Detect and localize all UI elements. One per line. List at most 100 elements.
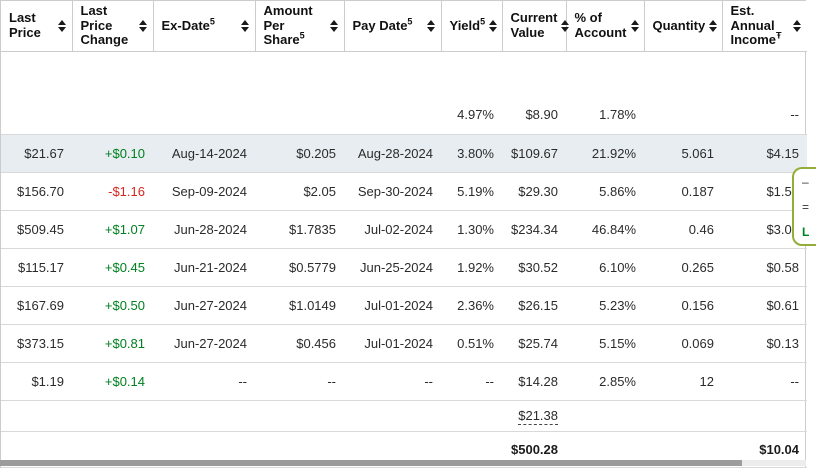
cell-value: Aug-28-2024 bbox=[357, 145, 433, 161]
cell-value: $500.28 bbox=[511, 441, 558, 457]
cell-value: $30.52 bbox=[518, 259, 558, 275]
sort-icon[interactable] bbox=[425, 18, 437, 34]
cell-pct-of-account: 21.92% bbox=[566, 134, 644, 173]
cell-value: Jul-02-2024 bbox=[364, 221, 433, 237]
cell-value: $2.05 bbox=[303, 183, 336, 199]
cell-value: $26.15 bbox=[518, 297, 558, 313]
position-row[interactable]: $156.70 -$1.16 Sep-09-2024 $2.05 Sep-30-2024… bbox=[1, 172, 807, 211]
col-header-quantity[interactable]: Quantity bbox=[644, 1, 723, 52]
cell-yield: 5.19% bbox=[441, 172, 502, 211]
cell-value: +$0.50 bbox=[104, 297, 145, 313]
cell-pct-of-account bbox=[566, 400, 644, 432]
cell-value: $4.15 bbox=[766, 145, 799, 161]
col-header-current-value[interactable]: Current Value bbox=[502, 1, 570, 52]
cell-amount-per-share bbox=[255, 96, 344, 135]
cell-last-price-change: +$1.07 bbox=[72, 210, 153, 249]
position-row[interactable]: $167.69 +$0.50 Jun-27-2024 $1.0149 Jul-01-20… bbox=[1, 286, 807, 325]
cell-value: 1.78% bbox=[599, 107, 636, 123]
cell-amount-per-share: $1.7835 bbox=[255, 210, 344, 249]
cell-pct-of-account: 2.85% bbox=[566, 362, 644, 401]
cell-est-annual-income bbox=[722, 400, 807, 432]
cell-value: 6.10% bbox=[599, 259, 636, 275]
col-header-label: Ex-Date5 bbox=[161, 16, 215, 33]
cell-pct-of-account: 1.78% bbox=[566, 96, 644, 135]
cell-value: $14.28 bbox=[518, 373, 558, 389]
position-row[interactable]: $115.17 +$0.45 Jun-21-2024 $0.5779 Jun-25-20… bbox=[1, 248, 807, 287]
position-row[interactable]: $1.19 +$0.14 -- -- -- -- $14.28 2.85% 12 -- bbox=[1, 362, 807, 401]
sort-icon[interactable] bbox=[328, 18, 340, 34]
cell-yield: 1.30% bbox=[441, 210, 502, 249]
cell-quantity bbox=[644, 400, 722, 432]
cell-amount-per-share: $1.0149 bbox=[255, 286, 344, 325]
cell-ex-date: Jun-28-2024 bbox=[153, 210, 255, 249]
cell-current-value: $8.90 bbox=[502, 96, 566, 135]
cell-quantity: 0.265 bbox=[644, 248, 722, 287]
sort-icon[interactable] bbox=[487, 18, 499, 34]
col-header-label: Last Price bbox=[9, 10, 41, 40]
cell-pay-date: -- bbox=[344, 362, 441, 401]
sort-icon[interactable] bbox=[707, 18, 719, 34]
tooltip-link-fragment[interactable]: L bbox=[802, 225, 810, 239]
empty-row bbox=[1, 51, 807, 96]
cell-ex-date: Sep-09-2024 bbox=[153, 172, 255, 211]
cell-value: 3.80% bbox=[457, 145, 494, 161]
cell-yield: -- bbox=[441, 362, 502, 401]
cell-value: $373.15 bbox=[17, 335, 64, 351]
cell-yield: 3.80% bbox=[441, 134, 502, 173]
col-header-label: Last Price Change bbox=[80, 3, 129, 48]
cell-yield: 2.36% bbox=[441, 286, 502, 325]
position-row[interactable]: $509.45 +$1.07 Jun-28-2024 $1.7835 Jul-02-20… bbox=[1, 210, 807, 249]
position-row[interactable]: $373.15 +$0.81 Jun-27-2024 $0.456 Jul-01-202… bbox=[1, 324, 807, 363]
horizontal-scrollbar-thumb[interactable] bbox=[0, 460, 742, 466]
cell-pay-date bbox=[344, 96, 441, 135]
cell-yield: 4.97% bbox=[441, 96, 502, 135]
cell-quantity: 12 bbox=[644, 362, 722, 401]
cell-value: Jun-25-2024 bbox=[360, 259, 433, 275]
cell-value: $167.69 bbox=[17, 297, 64, 313]
cell-value: $29.30 bbox=[518, 183, 558, 199]
col-header-amount-per-share[interactable]: Amount Per Share5 bbox=[255, 1, 345, 52]
cell-value: $0.13 bbox=[766, 335, 799, 351]
sort-icon[interactable] bbox=[559, 18, 571, 34]
col-header-est-annual-income[interactable]: Est. Annual IncomeŦ bbox=[722, 1, 807, 52]
sort-icon[interactable] bbox=[629, 18, 641, 34]
cell-value: 4.97% bbox=[457, 107, 494, 123]
cell-value: Jun-27-2024 bbox=[174, 297, 247, 313]
cell-value: $0.205 bbox=[296, 145, 336, 161]
cell-value: -- bbox=[790, 107, 799, 123]
sort-icon[interactable] bbox=[56, 18, 68, 34]
horizontal-scrollbar[interactable] bbox=[0, 460, 806, 466]
table-body: 4.97% $8.90 1.78% -- $21.67 +$0.10 Aug-14-2024… bbox=[1, 51, 807, 468]
sort-icon[interactable] bbox=[137, 18, 149, 34]
col-header-last-price-change[interactable]: Last Price Change bbox=[72, 1, 154, 52]
col-header-yield[interactable]: Yield5 bbox=[441, 1, 503, 52]
sort-icon[interactable] bbox=[791, 18, 803, 34]
cell-pay-date: Jul-01-2024 bbox=[344, 324, 441, 363]
col-header-pct-of-account[interactable]: % of Account bbox=[566, 1, 645, 52]
col-header-ex-date[interactable]: Ex-Date5 bbox=[153, 1, 256, 52]
cell-last-price bbox=[1, 400, 72, 432]
position-row[interactable]: $21.67 +$0.10 Aug-14-2024 $0.205 Aug-28-2024… bbox=[1, 134, 807, 173]
cell-last-price: $156.70 bbox=[1, 172, 72, 211]
cell-pct-of-account: 5.86% bbox=[566, 172, 644, 211]
col-header-pay-date[interactable]: Pay Date5 bbox=[344, 1, 442, 52]
header-row: Last Price Last Price Change Ex-Date5 Amoun… bbox=[1, 1, 807, 52]
cell-amount-per-share: $2.05 bbox=[255, 172, 344, 211]
cell-value: Jun-27-2024 bbox=[174, 335, 247, 351]
cell-current-value: $26.15 bbox=[502, 286, 566, 325]
subtotal-value-link[interactable]: $21.38 bbox=[518, 408, 558, 426]
position-row[interactable]: 4.97% $8.90 1.78% -- bbox=[1, 96, 807, 135]
cell-value: $0.456 bbox=[296, 335, 336, 351]
cell-last-price-change: +$0.45 bbox=[72, 248, 153, 287]
cell-last-price: $21.67 bbox=[1, 134, 72, 173]
cell-value: $10.04 bbox=[759, 441, 799, 457]
col-header-last-price[interactable]: Last Price bbox=[1, 1, 73, 52]
cell-quantity: 0.46 bbox=[644, 210, 722, 249]
cell-last-price: $509.45 bbox=[1, 210, 72, 249]
cell-value: $25.74 bbox=[518, 335, 558, 351]
cell-yield: 1.92% bbox=[441, 248, 502, 287]
cell-last-price-change bbox=[72, 400, 153, 432]
cell-last-price-change bbox=[72, 96, 153, 135]
cell-current-value: $109.67 bbox=[502, 134, 566, 173]
sort-icon[interactable] bbox=[239, 18, 251, 34]
